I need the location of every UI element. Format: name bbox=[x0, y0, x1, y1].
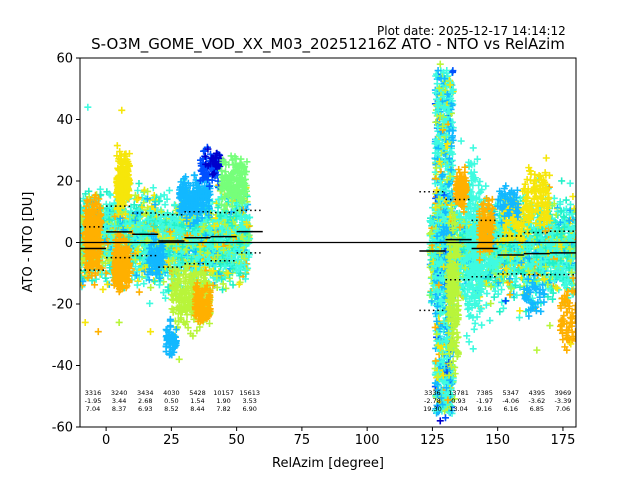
data-point bbox=[103, 188, 111, 196]
data-point bbox=[94, 328, 102, 336]
data-point bbox=[566, 179, 574, 187]
data-point bbox=[191, 171, 199, 179]
data-point bbox=[175, 355, 183, 363]
data-point bbox=[140, 280, 148, 288]
data-point bbox=[229, 281, 237, 289]
data-point bbox=[496, 308, 504, 316]
data-point bbox=[515, 314, 523, 322]
data-point bbox=[168, 295, 176, 303]
data-point bbox=[566, 200, 574, 208]
data-point bbox=[149, 184, 157, 192]
data-point bbox=[146, 299, 154, 307]
data-point bbox=[135, 180, 143, 188]
data-point bbox=[133, 281, 141, 289]
data-point bbox=[165, 186, 173, 194]
data-point bbox=[166, 322, 174, 330]
data-point bbox=[498, 286, 506, 294]
data-point bbox=[131, 263, 139, 271]
data-point bbox=[483, 290, 491, 298]
data-point bbox=[113, 142, 121, 150]
data-point bbox=[80, 195, 87, 203]
data-point bbox=[98, 270, 106, 278]
data-point bbox=[99, 285, 107, 293]
data-point bbox=[135, 288, 143, 296]
data-point bbox=[221, 273, 229, 281]
data-point bbox=[118, 106, 126, 114]
data-point bbox=[168, 305, 176, 313]
chart-title: S-O3M_GOME_VOD_XX_M03_20251216Z ATO - NT… bbox=[91, 35, 565, 54]
data-point bbox=[222, 284, 230, 292]
data-point bbox=[134, 195, 142, 203]
data-point bbox=[147, 284, 155, 292]
data-point bbox=[516, 307, 524, 315]
data-point bbox=[146, 328, 154, 336]
data-point bbox=[84, 103, 92, 111]
data-point bbox=[106, 191, 114, 199]
data-point bbox=[160, 278, 168, 286]
scatter-points bbox=[80, 60, 576, 425]
data-point bbox=[482, 182, 490, 190]
plot-date-label: Plot date: 2025-12-17 14:14:12 bbox=[377, 24, 566, 38]
data-point bbox=[81, 318, 89, 326]
data-point bbox=[115, 318, 123, 326]
